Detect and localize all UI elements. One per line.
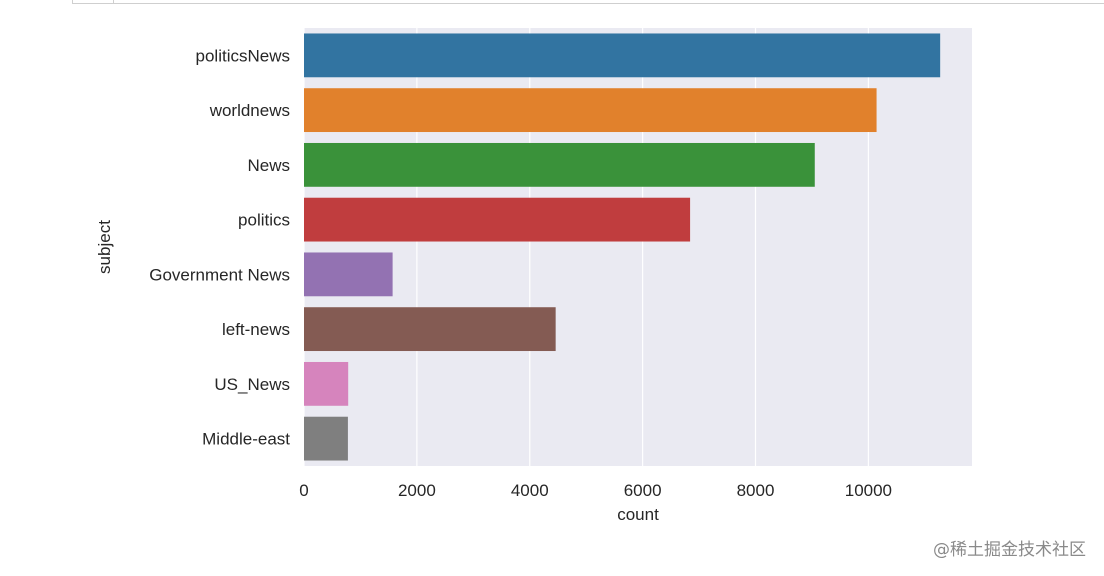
x-tick-labels: 0 2000 4000 6000 8000 10000: [299, 481, 892, 500]
y-tick-label: Middle-east: [202, 430, 290, 449]
y-tick-label: Government News: [149, 265, 290, 284]
bar-worldnews: [304, 88, 877, 133]
y-axis-label: subject: [95, 220, 114, 274]
y-tick-label: politicsNews: [196, 46, 290, 65]
x-tick-label: 0: [299, 481, 308, 500]
watermark-text: @稀土掘金技术社区: [933, 540, 1086, 560]
x-tick-label: 2000: [398, 481, 436, 500]
x-axis-label: count: [617, 505, 659, 524]
x-tick-label: 4000: [511, 481, 549, 500]
bar-news: [304, 142, 815, 187]
bar-government-news: [304, 252, 393, 297]
x-tick-label: 6000: [624, 481, 662, 500]
y-tick-label: US_News: [214, 375, 290, 394]
bar-us-news: [304, 361, 349, 406]
y-tick-labels: politicsNews worldnews News politics Governm…: [149, 46, 290, 448]
x-tick-label: 8000: [737, 481, 775, 500]
bar-left-news: [304, 307, 556, 352]
y-tick-label: left-news: [222, 320, 290, 339]
y-tick-label: worldnews: [209, 101, 290, 120]
window-frame-edge: [72, 0, 1104, 4]
window-frame-notch: [113, 0, 114, 4]
bars: [304, 33, 941, 461]
bar-middle-east: [304, 416, 348, 461]
bar-politics: [304, 197, 691, 242]
y-tick-label: News: [247, 156, 290, 175]
x-tick-label: 10000: [845, 481, 892, 500]
y-tick-label: politics: [238, 211, 290, 230]
bar-politicsnews: [304, 33, 941, 78]
